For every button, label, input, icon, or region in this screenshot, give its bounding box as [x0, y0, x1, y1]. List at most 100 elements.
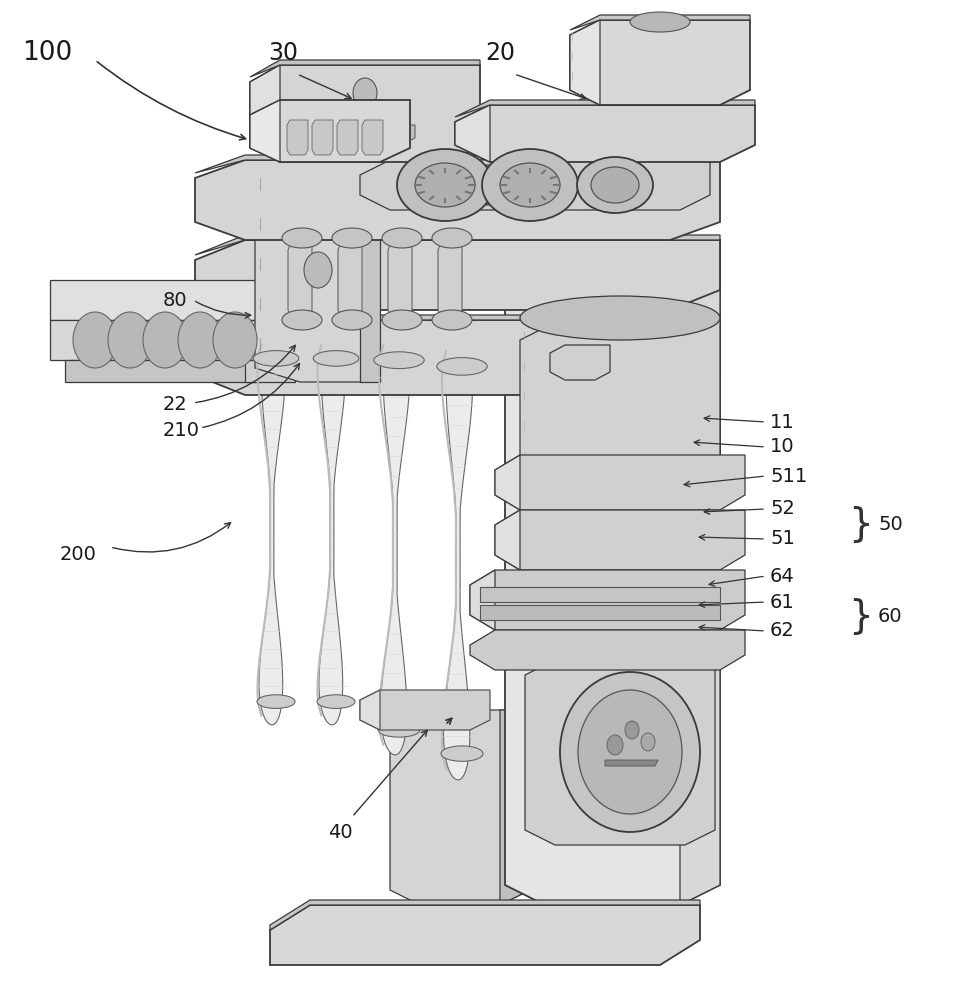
- Text: 52: 52: [770, 499, 795, 518]
- Polygon shape: [495, 510, 520, 570]
- Polygon shape: [388, 240, 412, 320]
- Polygon shape: [270, 900, 700, 930]
- Polygon shape: [195, 320, 720, 395]
- Ellipse shape: [437, 358, 487, 375]
- Ellipse shape: [313, 351, 358, 366]
- Ellipse shape: [304, 252, 332, 288]
- Polygon shape: [505, 240, 720, 905]
- Text: 511: 511: [770, 466, 808, 486]
- Ellipse shape: [625, 721, 639, 739]
- Polygon shape: [455, 100, 755, 117]
- Polygon shape: [255, 150, 380, 382]
- Text: 30: 30: [268, 41, 298, 65]
- Ellipse shape: [378, 722, 420, 737]
- Polygon shape: [319, 335, 345, 725]
- Text: 61: 61: [770, 592, 795, 611]
- Text: 80: 80: [163, 290, 187, 310]
- Ellipse shape: [213, 312, 257, 368]
- Ellipse shape: [641, 733, 655, 751]
- Polygon shape: [195, 315, 720, 340]
- Polygon shape: [381, 335, 410, 755]
- Text: 64: 64: [770, 566, 795, 585]
- Ellipse shape: [282, 310, 322, 330]
- Ellipse shape: [577, 157, 653, 213]
- Polygon shape: [250, 100, 410, 162]
- Text: 100: 100: [22, 40, 72, 66]
- Ellipse shape: [415, 163, 475, 207]
- Polygon shape: [245, 360, 295, 382]
- Text: }: }: [848, 505, 872, 543]
- Polygon shape: [195, 240, 720, 310]
- Polygon shape: [259, 335, 285, 725]
- Polygon shape: [270, 905, 700, 965]
- Polygon shape: [520, 320, 720, 570]
- Ellipse shape: [332, 228, 372, 248]
- Polygon shape: [455, 105, 490, 162]
- Text: }: }: [848, 597, 872, 635]
- Ellipse shape: [591, 167, 639, 203]
- Ellipse shape: [382, 228, 422, 248]
- Polygon shape: [480, 605, 720, 620]
- Ellipse shape: [432, 228, 472, 248]
- Ellipse shape: [520, 296, 720, 340]
- Ellipse shape: [560, 672, 700, 832]
- Polygon shape: [470, 570, 745, 630]
- Ellipse shape: [282, 228, 322, 248]
- Polygon shape: [360, 160, 710, 210]
- Ellipse shape: [143, 312, 187, 368]
- Text: 210: 210: [163, 420, 200, 440]
- Text: 22: 22: [163, 395, 187, 414]
- Text: 50: 50: [878, 514, 903, 534]
- Polygon shape: [250, 65, 280, 162]
- Polygon shape: [438, 240, 462, 320]
- Polygon shape: [337, 120, 358, 155]
- Ellipse shape: [108, 312, 152, 368]
- Polygon shape: [495, 455, 745, 510]
- Polygon shape: [65, 360, 260, 382]
- Polygon shape: [50, 280, 260, 320]
- Polygon shape: [680, 240, 720, 905]
- Text: 10: 10: [770, 438, 795, 456]
- Polygon shape: [525, 660, 715, 845]
- Text: 20: 20: [485, 41, 515, 65]
- Polygon shape: [288, 240, 312, 320]
- Polygon shape: [195, 160, 720, 240]
- Polygon shape: [360, 150, 380, 382]
- Polygon shape: [50, 320, 260, 360]
- Ellipse shape: [630, 12, 690, 32]
- Polygon shape: [495, 455, 520, 510]
- Polygon shape: [570, 15, 750, 30]
- Ellipse shape: [374, 352, 424, 369]
- Ellipse shape: [441, 746, 483, 761]
- Ellipse shape: [353, 78, 377, 108]
- Polygon shape: [570, 20, 750, 105]
- Text: 51: 51: [770, 530, 795, 548]
- Polygon shape: [280, 125, 415, 145]
- Ellipse shape: [257, 695, 295, 708]
- Ellipse shape: [317, 695, 355, 708]
- Ellipse shape: [382, 310, 422, 330]
- Polygon shape: [570, 20, 600, 105]
- Ellipse shape: [178, 312, 222, 368]
- Polygon shape: [360, 690, 380, 730]
- Polygon shape: [195, 155, 720, 173]
- Ellipse shape: [500, 163, 560, 207]
- Text: 40: 40: [327, 822, 353, 842]
- Text: 62: 62: [770, 621, 795, 641]
- Polygon shape: [312, 120, 333, 155]
- Polygon shape: [455, 105, 755, 162]
- Polygon shape: [500, 710, 530, 905]
- Text: 200: 200: [60, 546, 97, 564]
- Polygon shape: [360, 690, 490, 730]
- Ellipse shape: [482, 149, 578, 221]
- Polygon shape: [470, 570, 495, 630]
- Polygon shape: [550, 345, 610, 380]
- Ellipse shape: [253, 351, 298, 366]
- Ellipse shape: [73, 312, 117, 368]
- Polygon shape: [390, 710, 530, 905]
- Polygon shape: [287, 120, 308, 155]
- Polygon shape: [495, 510, 745, 570]
- Text: 60: 60: [878, 606, 902, 626]
- Ellipse shape: [332, 310, 372, 330]
- Ellipse shape: [607, 735, 623, 755]
